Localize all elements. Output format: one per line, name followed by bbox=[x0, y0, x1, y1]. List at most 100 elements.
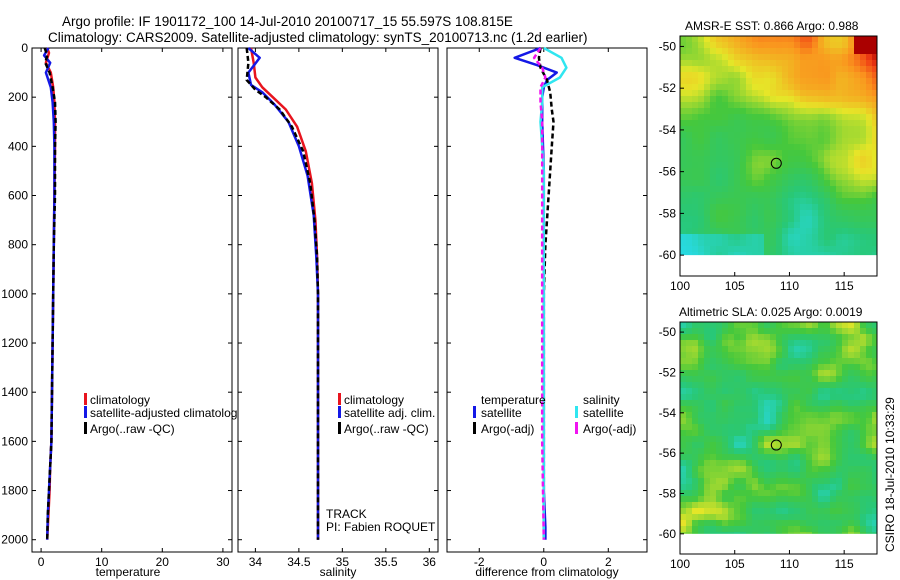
heatmap-cell bbox=[710, 424, 716, 430]
heatmap-cell bbox=[710, 96, 716, 102]
heatmap-cell bbox=[728, 502, 734, 508]
salinity-axes-frame bbox=[237, 47, 439, 553]
heatmap-cell bbox=[740, 120, 746, 126]
heatmap-cell bbox=[854, 90, 860, 96]
temperature-panel: 0 10 20 30020040060080010001200140016001800… bbox=[1, 41, 237, 579]
heatmap-cell bbox=[830, 496, 836, 502]
heatmap-cell bbox=[740, 222, 746, 228]
heatmap-cell bbox=[782, 484, 788, 490]
heatmap-cell bbox=[698, 210, 704, 216]
heatmap-cell bbox=[704, 174, 710, 180]
heatmap-cell bbox=[866, 490, 872, 496]
heatmap-cell bbox=[830, 228, 836, 234]
heatmap-cell bbox=[860, 132, 866, 138]
heatmap-cell bbox=[734, 502, 740, 508]
heatmap-cell bbox=[830, 502, 836, 508]
heatmap-cell bbox=[824, 156, 830, 162]
heatmap-cell bbox=[818, 472, 824, 478]
heatmap-cell bbox=[746, 186, 752, 192]
heatmap-cell bbox=[758, 222, 764, 228]
heatmap-cell bbox=[692, 388, 698, 394]
heatmap-cell bbox=[818, 132, 824, 138]
heatmap-cell bbox=[848, 514, 854, 520]
heatmap-cell bbox=[692, 346, 698, 352]
heatmap-cell bbox=[830, 216, 836, 222]
heatmap-cell bbox=[842, 102, 848, 108]
heatmap-cell bbox=[842, 204, 848, 210]
heatmap-cell bbox=[788, 60, 794, 66]
x-tick-label: 115 bbox=[835, 279, 854, 293]
heatmap-cell bbox=[716, 460, 722, 466]
heatmap-cell bbox=[818, 162, 824, 168]
heatmap-cell bbox=[812, 328, 818, 334]
heatmap-cell bbox=[812, 358, 818, 364]
heatmap-cell bbox=[740, 520, 746, 526]
heatmap-cell bbox=[716, 502, 722, 508]
heatmap-cell bbox=[818, 216, 824, 222]
heatmap-cell bbox=[842, 42, 848, 48]
salinity-panel: 34 34.5 35 35.5 36 salinity climatology sate… bbox=[237, 47, 439, 579]
heatmap-cell bbox=[806, 168, 812, 174]
heatmap-cell bbox=[812, 454, 818, 460]
heatmap-cell bbox=[842, 126, 848, 132]
heatmap-cell bbox=[782, 496, 788, 502]
heatmap-cell bbox=[734, 454, 740, 460]
heatmap-cell bbox=[836, 216, 842, 222]
heatmap-cell bbox=[758, 174, 764, 180]
heatmap-cell bbox=[692, 186, 698, 192]
heatmap-cell bbox=[776, 126, 782, 132]
heatmap-cell bbox=[806, 352, 812, 358]
heatmap-cell bbox=[686, 442, 692, 448]
heatmap-cell bbox=[872, 490, 877, 496]
heatmap-cell bbox=[812, 424, 818, 430]
heatmap-cell bbox=[704, 138, 710, 144]
heatmap-cell bbox=[842, 108, 848, 114]
heatmap-cell bbox=[770, 204, 776, 210]
heatmap-cell bbox=[782, 412, 788, 418]
heatmap-cell bbox=[692, 418, 698, 424]
heatmap-cell bbox=[812, 406, 818, 412]
heatmap-cell bbox=[842, 90, 848, 96]
heatmap-cell bbox=[812, 490, 818, 496]
heatmap-cell bbox=[854, 334, 860, 340]
heatmap-cell bbox=[866, 204, 872, 210]
heatmap-cell bbox=[848, 36, 854, 42]
heatmap-cell bbox=[716, 36, 722, 42]
heatmap-cell bbox=[716, 72, 722, 78]
heatmap-cell bbox=[752, 174, 758, 180]
heatmap-cell bbox=[740, 442, 746, 448]
y-tick-label: -58 bbox=[659, 206, 677, 220]
heatmap-cell bbox=[758, 126, 764, 132]
heatmap-cell bbox=[722, 228, 728, 234]
heatmap-cell bbox=[722, 364, 728, 370]
heatmap-cell bbox=[728, 90, 734, 96]
heatmap-cell bbox=[866, 532, 872, 534]
heatmap-cell bbox=[818, 192, 824, 198]
heatmap-cell bbox=[842, 430, 848, 436]
heatmap-cell bbox=[824, 102, 830, 108]
x-tick-label: 35.5 bbox=[374, 555, 398, 569]
heatmap-cell bbox=[716, 346, 722, 352]
legend-swatch-climatology bbox=[84, 393, 87, 405]
heatmap-cell bbox=[788, 210, 794, 216]
heatmap-cell bbox=[794, 102, 800, 108]
heatmap-cell bbox=[830, 54, 836, 60]
heatmap-cell bbox=[692, 234, 698, 240]
heatmap-cell bbox=[716, 478, 722, 484]
heatmap-cell bbox=[830, 114, 836, 120]
heatmap-cell bbox=[752, 346, 758, 352]
heatmap-cell bbox=[722, 144, 728, 150]
heatmap-cell bbox=[740, 436, 746, 442]
heatmap-cell bbox=[722, 120, 728, 126]
heatmap-cell bbox=[842, 246, 848, 252]
heatmap-cell bbox=[710, 66, 716, 72]
heatmap-cell bbox=[854, 222, 860, 228]
heatmap-cell bbox=[686, 228, 692, 234]
heatmap-cell bbox=[698, 72, 704, 78]
heatmap-cell bbox=[872, 460, 877, 466]
heatmap-cell bbox=[842, 216, 848, 222]
heatmap-cell bbox=[818, 96, 824, 102]
heatmap-cell bbox=[788, 120, 794, 126]
heatmap-cell bbox=[722, 138, 728, 144]
heatmap-cell bbox=[872, 322, 877, 328]
